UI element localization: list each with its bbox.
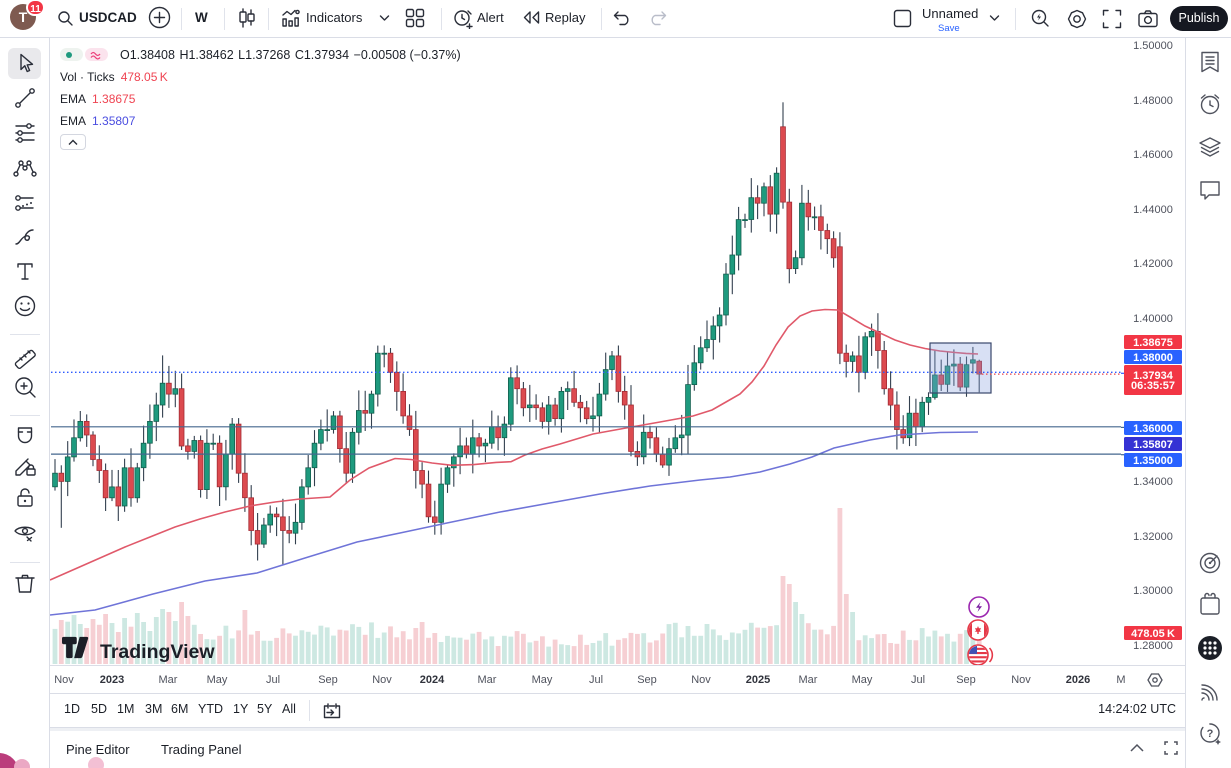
svg-text:1.38675: 1.38675 — [1133, 337, 1173, 349]
svg-text:1.35000: 1.35000 — [1133, 455, 1173, 467]
svg-text:May: May — [532, 674, 553, 686]
svg-text:Sep: Sep — [637, 674, 657, 686]
svg-text:1.48000: 1.48000 — [1133, 95, 1173, 107]
svg-text:1.30000: 1.30000 — [1133, 585, 1173, 597]
svg-text:Nov: Nov — [54, 674, 74, 686]
svg-text:1.44000: 1.44000 — [1133, 204, 1173, 216]
svg-text:1.46000: 1.46000 — [1133, 149, 1173, 161]
svg-text:May: May — [852, 674, 873, 686]
svg-text:Nov: Nov — [1011, 674, 1031, 686]
svg-text:May: May — [207, 674, 228, 686]
svg-text:Mar: Mar — [478, 674, 497, 686]
svg-text:2023: 2023 — [100, 674, 124, 686]
svg-text:2026: 2026 — [1066, 674, 1090, 686]
svg-text:1.42000: 1.42000 — [1133, 258, 1173, 270]
svg-text:1.36000: 1.36000 — [1133, 423, 1173, 435]
svg-text:M: M — [1116, 674, 1125, 686]
svg-text:1.32000: 1.32000 — [1133, 531, 1173, 543]
svg-text:Jul: Jul — [266, 674, 280, 686]
svg-text:478.05 K: 478.05 K — [1131, 628, 1175, 640]
svg-text:06:35:57: 06:35:57 — [1131, 380, 1175, 392]
svg-text:TradingView: TradingView — [100, 641, 215, 663]
svg-text:Sep: Sep — [956, 674, 976, 686]
svg-text:Mar: Mar — [799, 674, 818, 686]
svg-text:1.28000: 1.28000 — [1133, 640, 1173, 652]
svg-text:1.40000: 1.40000 — [1133, 313, 1173, 325]
svg-text:1.37934: 1.37934 — [1133, 370, 1174, 382]
svg-text:Mar: Mar — [159, 674, 178, 686]
svg-text:?: ? — [1207, 728, 1214, 740]
svg-text:2025: 2025 — [746, 674, 770, 686]
svg-text:Nov: Nov — [372, 674, 392, 686]
svg-text:1.34000: 1.34000 — [1133, 476, 1173, 488]
svg-text:Nov: Nov — [691, 674, 711, 686]
svg-text:Jul: Jul — [911, 674, 925, 686]
svg-text:Jul: Jul — [589, 674, 603, 686]
svg-text:2024: 2024 — [420, 674, 445, 686]
svg-text:Sep: Sep — [318, 674, 338, 686]
svg-text:1.38000: 1.38000 — [1133, 352, 1173, 364]
svg-text:1.50000: 1.50000 — [1133, 40, 1173, 52]
svg-text:1.35807: 1.35807 — [1133, 439, 1173, 451]
